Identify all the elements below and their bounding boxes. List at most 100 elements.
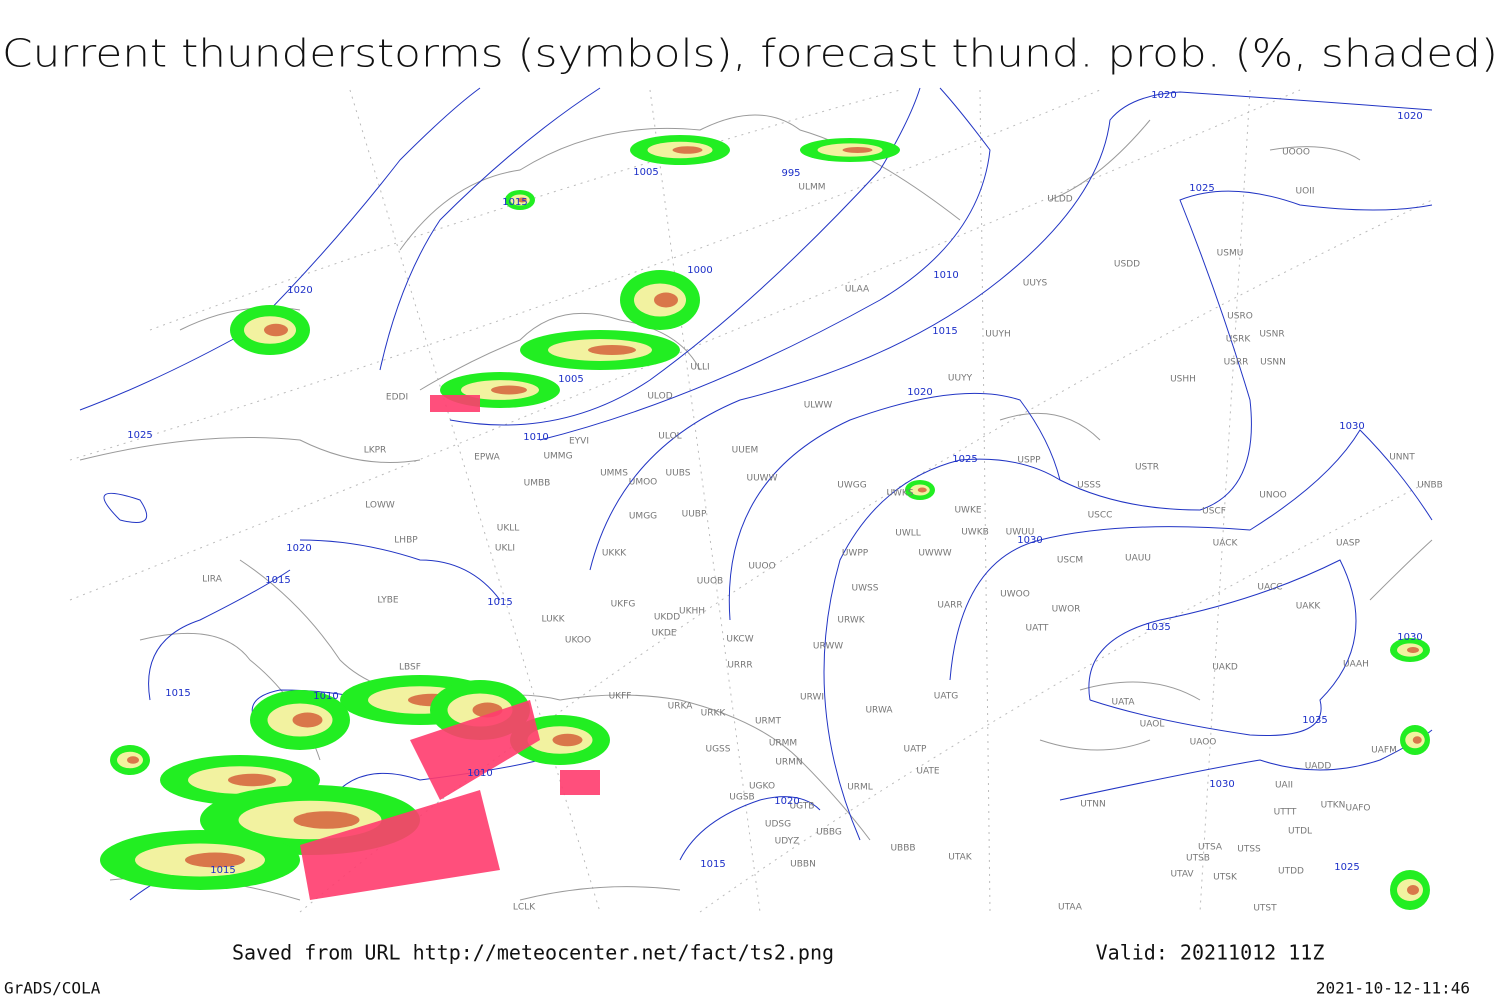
prob-high: [292, 712, 323, 728]
station-label: URWW: [813, 642, 843, 652]
isobar-label: 1035: [1302, 715, 1327, 726]
station-label: ULWW: [804, 401, 833, 411]
isobar-label: 1020: [907, 387, 932, 398]
station-label: ULLI: [690, 363, 709, 373]
isobar-label: 1020: [774, 796, 799, 807]
station-label: USPP: [1017, 456, 1041, 466]
station-label: USCM: [1057, 556, 1083, 566]
station-label: LOWW: [365, 501, 395, 511]
station-label: UKDE: [651, 629, 676, 639]
station-label: UUEM: [732, 446, 759, 456]
station-label: UWKB: [961, 528, 989, 538]
station-label: URMT: [755, 717, 782, 727]
station-label: UWSS: [852, 584, 879, 594]
station-label: UAKD: [1212, 663, 1238, 673]
station-label: UWUU: [1006, 528, 1035, 538]
prob-high: [672, 146, 703, 154]
thunder-probability-shading: [100, 135, 1430, 910]
station-label: UBBN: [790, 860, 816, 870]
isobar-label: 1015: [210, 865, 235, 876]
station-label: UUYY: [948, 374, 973, 384]
station-label: UBBG: [816, 828, 842, 838]
station-label: UGSB: [729, 793, 754, 803]
isobar-label: 1020: [1151, 90, 1176, 101]
prob-high: [127, 756, 139, 764]
station-label: UTSB: [1186, 854, 1210, 864]
station-label: UMGG: [629, 512, 657, 522]
prob-high: [1407, 647, 1419, 653]
prob-high: [264, 323, 288, 337]
station-label: UASP: [1336, 539, 1360, 549]
isobar-label: 1030: [1209, 779, 1234, 790]
prob-high: [491, 385, 527, 395]
thunderstorm-symbols: [430, 395, 480, 412]
station-label: URMN: [775, 758, 802, 768]
station-label: UAFO: [1345, 804, 1370, 814]
isobar-label: 1030: [1397, 632, 1422, 643]
station-label: UNOO: [1259, 491, 1287, 501]
prob-high: [654, 292, 678, 308]
prob-high: [917, 487, 927, 493]
station-label: UTAV: [1170, 870, 1194, 880]
station-label: UKOO: [565, 636, 591, 646]
station-label: UMMG: [543, 452, 572, 462]
station-label: ULOL: [658, 432, 681, 442]
station-label: UUOO: [748, 562, 775, 572]
station-label: LBSF: [399, 663, 421, 673]
prob-high: [588, 345, 636, 355]
station-label: UDSG: [765, 820, 791, 830]
thunderstorm-symbols: [410, 700, 540, 800]
station-label: UTSA: [1198, 843, 1223, 853]
station-label: UKCW: [726, 635, 753, 645]
station-label: LYBE: [377, 596, 398, 606]
prob-high: [293, 811, 360, 829]
station-label: UARR: [937, 601, 962, 611]
isobar-label: 1025: [1334, 862, 1359, 873]
station-label: UAFM: [1371, 746, 1397, 756]
station-label: UTST: [1253, 904, 1277, 914]
isobar-label: 1035: [1145, 622, 1170, 633]
station-label: USNR: [1259, 330, 1284, 340]
station-label: UKLL: [497, 524, 520, 534]
station-label: UUYH: [985, 330, 1010, 340]
prob-high: [517, 197, 527, 203]
station-label: USCF: [1202, 507, 1226, 517]
station-label: UWLL: [895, 529, 921, 539]
station-label: UOII: [1296, 187, 1315, 197]
station-label: UDYZ: [775, 837, 800, 847]
isobar-label: 1010: [467, 768, 492, 779]
station-label: UKFF: [609, 692, 632, 702]
station-label: UUBS: [666, 469, 691, 479]
station-label: USCC: [1088, 511, 1113, 521]
prob-high: [185, 852, 245, 868]
station-label: UWKE: [954, 506, 981, 516]
station-label: URMM: [769, 739, 797, 749]
station-label: UWOO: [1000, 590, 1030, 600]
station-label: USNN: [1260, 358, 1286, 368]
station-label: USRR: [1224, 358, 1249, 368]
station-label: UUYS: [1023, 279, 1048, 289]
station-label: UKKK: [602, 549, 627, 559]
station-label: UGTB: [790, 802, 815, 812]
station-label: UTDD: [1278, 867, 1304, 877]
isobar-label: 995: [781, 168, 800, 179]
isobar-label: 1015: [487, 597, 512, 608]
station-label: UTKN: [1321, 801, 1346, 811]
isobar-label: 1015: [700, 859, 725, 870]
station-label: UAOL: [1140, 720, 1165, 730]
station-label: UATE: [916, 767, 940, 777]
station-label: ULMM: [798, 183, 825, 193]
station-label: UGSS: [706, 745, 731, 755]
station-label: LIRA: [202, 575, 223, 585]
isobar-label: 1005: [633, 167, 658, 178]
station-label: UAAH: [1343, 660, 1369, 670]
thunderstorm-symbols: [300, 790, 500, 900]
station-label: UWGG: [837, 481, 866, 491]
station-label: UKHH: [679, 607, 705, 617]
isobar-label: 1025: [1189, 183, 1214, 194]
station-label: UATA: [1111, 698, 1135, 708]
station-label: UACK: [1213, 539, 1239, 549]
prob-high: [552, 733, 583, 747]
station-label: UOOO: [1282, 148, 1310, 158]
station-label: UWOR: [1052, 605, 1081, 615]
